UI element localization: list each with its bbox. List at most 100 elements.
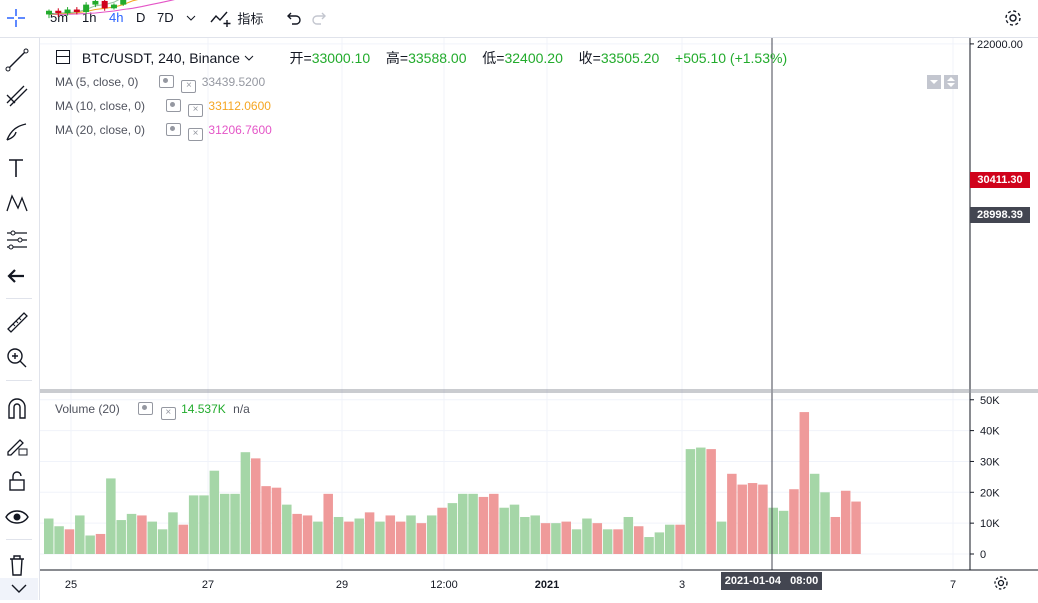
crosshair-menu-icon[interactable] bbox=[6, 8, 26, 28]
crosshair-price-tag: 28998.39 bbox=[970, 207, 1030, 223]
symbol-label[interactable]: BTC/USDT, 240, Binance bbox=[81, 50, 240, 66]
volume-bar bbox=[292, 513, 302, 554]
volume-bar bbox=[665, 524, 675, 554]
volume-bar bbox=[778, 510, 789, 554]
zoom-in-icon[interactable] bbox=[4, 345, 34, 371]
volume-bar bbox=[147, 521, 157, 554]
volume-bar bbox=[820, 492, 830, 554]
volume-bar bbox=[106, 478, 116, 554]
measure-lines-icon[interactable] bbox=[4, 227, 34, 253]
ma5-label[interactable]: MA (5, close, 0) bbox=[55, 75, 139, 89]
volume-bar bbox=[851, 501, 861, 554]
volume-bar bbox=[219, 493, 230, 554]
volume-bar bbox=[478, 496, 489, 554]
ruler-icon[interactable] bbox=[4, 309, 34, 335]
time-tick-label: 3 bbox=[679, 579, 685, 591]
eye-icon[interactable] bbox=[4, 504, 34, 530]
toolbar-divider bbox=[6, 298, 32, 299]
pane-maximize-button[interactable] bbox=[944, 75, 958, 89]
volume-tick-label: 20K bbox=[980, 487, 1000, 499]
ma5-visibility-icon[interactable] bbox=[159, 75, 175, 88]
high-value: 33588.00 bbox=[408, 50, 467, 66]
crosshair-time-tag: 2021-01-04 08:00 bbox=[721, 572, 822, 590]
volume-ma-value: n/a bbox=[233, 402, 250, 416]
time-tick-label: 27 bbox=[202, 579, 214, 591]
ma5-legend: MA (5, close, 0) × 33439.5200 bbox=[55, 75, 265, 93]
fib-icon[interactable] bbox=[4, 83, 34, 109]
volume-bar bbox=[251, 458, 261, 554]
volume-label[interactable]: Volume (20) bbox=[55, 402, 120, 416]
ma10-label[interactable]: MA (10, close, 0) bbox=[55, 99, 146, 113]
ma20-remove-icon[interactable]: × bbox=[188, 128, 204, 141]
lock-icon[interactable] bbox=[4, 468, 34, 494]
volume-bar bbox=[551, 523, 561, 554]
volume-bar bbox=[302, 515, 313, 554]
volume-bar bbox=[375, 521, 385, 554]
volume-bar bbox=[509, 504, 520, 554]
ma20-visibility-icon[interactable] bbox=[165, 123, 181, 136]
volume-bar bbox=[768, 507, 778, 554]
volume-bar bbox=[696, 447, 706, 554]
trend-line-icon[interactable] bbox=[4, 47, 34, 73]
timeframe-7d[interactable]: 7D bbox=[157, 10, 174, 25]
volume-bar bbox=[188, 495, 199, 554]
change-value: +505.10 (+1.53%) bbox=[675, 50, 788, 66]
settings-gear-icon[interactable] bbox=[1003, 8, 1023, 31]
chart-type-icon[interactable] bbox=[56, 50, 70, 64]
volume-bar bbox=[416, 523, 427, 554]
volume-bar bbox=[437, 507, 447, 554]
undo-icon[interactable] bbox=[285, 10, 301, 29]
volume-bar bbox=[727, 473, 737, 554]
volume-bar bbox=[789, 489, 799, 554]
pattern-icon[interactable] bbox=[4, 191, 34, 217]
indicators-button[interactable]: 指标 bbox=[210, 8, 263, 28]
volume-bar bbox=[571, 529, 582, 554]
volume-bar bbox=[716, 521, 727, 554]
volume-bar bbox=[282, 504, 292, 554]
pane-minimize-button[interactable] bbox=[927, 75, 941, 89]
timeframe-5m[interactable]: 5m bbox=[50, 10, 69, 25]
volume-bar bbox=[706, 449, 716, 554]
time-tick-label: 25 bbox=[65, 579, 77, 591]
volume-bar bbox=[178, 524, 189, 554]
volume-bar bbox=[602, 529, 613, 554]
time-axis-settings-icon[interactable] bbox=[993, 575, 1009, 594]
toolbar-collapse-button[interactable] bbox=[0, 578, 38, 600]
arrow-left-icon[interactable] bbox=[4, 263, 34, 289]
ma5-value: 33439.5200 bbox=[201, 75, 266, 89]
ma20-label[interactable]: MA (20, close, 0) bbox=[55, 123, 146, 137]
volume-bar bbox=[271, 487, 282, 554]
chevron-down-icon[interactable] bbox=[244, 53, 254, 63]
volume-bar bbox=[168, 512, 178, 554]
trash-icon[interactable] bbox=[4, 552, 34, 578]
volume-bar bbox=[737, 484, 747, 554]
timeframe-d[interactable]: D bbox=[136, 10, 146, 25]
low-value: 32400.20 bbox=[504, 50, 563, 66]
timeframe-1h[interactable]: 1h bbox=[82, 10, 97, 25]
pencil-lock-icon[interactable] bbox=[4, 432, 34, 458]
text-icon[interactable] bbox=[4, 155, 34, 181]
volume-bar bbox=[54, 526, 64, 554]
volume-tick-label: 40K bbox=[980, 426, 1000, 438]
time-tick-label: 12:00 bbox=[430, 579, 458, 591]
volume-bar bbox=[840, 490, 851, 554]
volume-bar bbox=[323, 493, 333, 554]
volume-bar bbox=[633, 526, 644, 554]
ma5-remove-icon[interactable]: × bbox=[181, 80, 197, 93]
redo-icon[interactable] bbox=[312, 10, 328, 29]
last-price-tag: 30411.30 bbox=[970, 172, 1030, 188]
ma10-remove-icon[interactable]: × bbox=[188, 104, 204, 117]
low-label: 低= bbox=[482, 50, 505, 66]
brush-icon[interactable] bbox=[4, 119, 34, 145]
volume-bar bbox=[540, 523, 551, 554]
volume-visibility-icon[interactable] bbox=[138, 402, 154, 415]
volume-bar bbox=[126, 513, 137, 554]
chevron-down-icon[interactable] bbox=[186, 12, 196, 26]
timeframe-4h[interactable]: 4h bbox=[109, 10, 124, 25]
volume-bar bbox=[447, 503, 458, 554]
volume-remove-icon[interactable]: × bbox=[160, 407, 176, 420]
magnet-icon[interactable] bbox=[4, 396, 34, 422]
volume-bar bbox=[809, 473, 820, 554]
ma10-visibility-icon[interactable] bbox=[165, 99, 181, 112]
volume-bar bbox=[654, 532, 665, 554]
